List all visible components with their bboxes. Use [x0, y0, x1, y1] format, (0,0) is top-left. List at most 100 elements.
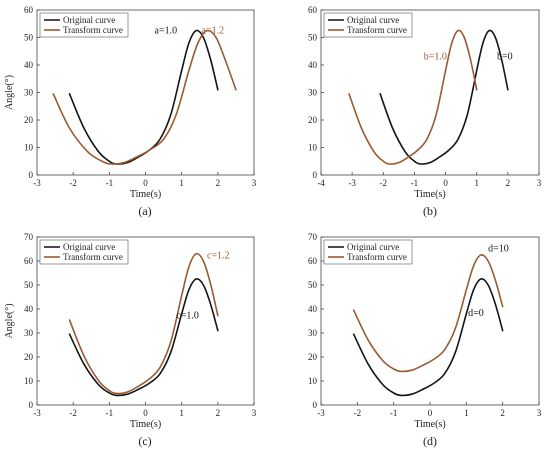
x-tick-label: -3 — [348, 178, 356, 188]
x-tick-label: 0 — [143, 178, 148, 188]
y-tick-label: 10 — [24, 376, 34, 386]
x-axis-label: Time(s) — [414, 189, 445, 200]
x-tick-label: -2 — [69, 408, 77, 418]
chart-panel-4: -3 -2 -1 0 1 2 3010203040506070Time(s)Original… — [308, 232, 542, 448]
y-tick-label: 30 — [24, 88, 34, 98]
legend-box — [323, 239, 413, 265]
x-tick-label: 3 — [252, 178, 257, 188]
legend-label: Original curve — [347, 242, 399, 252]
y-tick-label: 40 — [308, 60, 318, 70]
y-axis-label: Angle(°) — [4, 303, 15, 338]
annotation-label: d=10 — [488, 243, 509, 254]
x-tick-label: 1 — [179, 408, 184, 418]
x-tick-label: -1 — [106, 178, 114, 188]
x-tick-label: -4 — [317, 178, 325, 188]
y-tick-label: 60 — [308, 5, 318, 15]
legend-label: Original curve — [63, 242, 115, 252]
x-tick-label: -2 — [69, 178, 77, 188]
y-tick-label: 20 — [308, 115, 318, 125]
x-tick-label: 3 — [537, 178, 542, 188]
legend-label: Original curve — [63, 15, 115, 25]
x-tick-label: -2 — [354, 408, 362, 418]
x-tick-label: 2 — [216, 408, 221, 418]
chart-panel-2: -4 -3 -2 -1 0 1 2 30102030405060Time(s)Original… — [308, 5, 542, 218]
y-tick-label: 10 — [24, 143, 34, 153]
x-tick-label: 2 — [500, 408, 505, 418]
y-tick-label: 50 — [308, 280, 318, 290]
legend-box — [39, 12, 129, 38]
y-axis-label: Angle(°) — [4, 75, 15, 110]
x-tick-label: 3 — [252, 408, 257, 418]
series-line-transform — [52, 29, 237, 165]
annotation-label: b=0 — [497, 52, 513, 63]
x-tick-label: -1 — [106, 408, 114, 418]
y-tick-label: 10 — [308, 143, 318, 153]
y-tick-label: 20 — [24, 352, 34, 362]
y-tick-label: 40 — [24, 304, 34, 314]
x-axis-label: Time(s) — [130, 189, 161, 200]
annotation-label: a=1.2 — [202, 25, 225, 36]
x-tick-label: 0 — [143, 408, 148, 418]
y-tick-label: 40 — [308, 304, 318, 314]
panel-caption: (c) — [138, 434, 151, 448]
series-line-transform — [352, 254, 504, 373]
legend-label: Original curve — [347, 15, 399, 25]
legend-label: Transform curve — [347, 25, 407, 35]
panel-caption: (a) — [138, 204, 151, 218]
legend-label: Transform curve — [347, 252, 407, 262]
x-tick-label: -2 — [380, 178, 388, 188]
y-tick-label: 50 — [308, 33, 318, 43]
annotation-label: c=1.0 — [176, 311, 199, 322]
legend-box — [39, 239, 129, 265]
x-tick-label: 0 — [443, 178, 448, 188]
x-tick-label: 2 — [506, 178, 511, 188]
y-tick-label: 20 — [24, 115, 34, 125]
series-line-original — [68, 29, 219, 165]
y-tick-label: 20 — [308, 352, 318, 362]
chart-panel-3: -3 -2 -1 0 1 2 3010203040506070Time(s)Angle(°)… — [4, 232, 257, 448]
y-tick-label: 50 — [24, 280, 34, 290]
annotation-label: d=0 — [468, 308, 484, 319]
x-tick-label: 2 — [216, 178, 221, 188]
x-tick-label: -1 — [411, 178, 419, 188]
y-tick-label: 30 — [308, 88, 318, 98]
x-tick-label: 3 — [537, 408, 542, 418]
annotation-label: c=1.2 — [207, 251, 230, 262]
y-tick-label: 60 — [24, 256, 34, 266]
x-tick-label: 1 — [179, 178, 184, 188]
y-tick-label: 50 — [24, 33, 34, 43]
y-tick-label: 0 — [313, 170, 318, 180]
x-tick-label: 1 — [474, 178, 479, 188]
y-tick-label: 0 — [29, 400, 34, 410]
x-tick-label: 0 — [428, 408, 433, 418]
series-line-original — [68, 278, 219, 397]
series-line-original — [379, 29, 509, 165]
x-tick-label: -3 — [33, 408, 41, 418]
series-line-transform — [68, 252, 219, 395]
series-line-original — [352, 278, 504, 397]
y-tick-label: 30 — [24, 328, 34, 338]
y-tick-label: 10 — [308, 376, 318, 386]
x-tick-label: -1 — [390, 408, 398, 418]
y-tick-label: 60 — [24, 5, 34, 15]
x-tick-label: -3 — [33, 178, 41, 188]
x-axis-label: Time(s) — [130, 419, 161, 430]
panel-caption: (b) — [423, 204, 437, 218]
series-line-transform — [348, 29, 478, 165]
legend-label: Transform curve — [63, 25, 123, 35]
x-tick-label: 1 — [464, 408, 469, 418]
y-tick-label: 40 — [24, 60, 34, 70]
x-tick-label: -3 — [317, 408, 325, 418]
y-tick-label: 30 — [308, 328, 318, 338]
y-tick-label: 70 — [24, 232, 34, 242]
annotation-label: a=1.0 — [155, 25, 178, 36]
legend-label: Transform curve — [63, 252, 123, 262]
chart-panel-1: -3 -2 -1 0 1 2 30102030405060Time(s)Angle(°)Or… — [4, 5, 257, 218]
panel-caption: (d) — [423, 434, 437, 448]
x-axis-label: Time(s) — [414, 419, 445, 430]
y-tick-label: 60 — [308, 256, 318, 266]
y-tick-label: 0 — [29, 170, 34, 180]
y-tick-label: 70 — [308, 232, 318, 242]
legend-box — [323, 12, 413, 38]
